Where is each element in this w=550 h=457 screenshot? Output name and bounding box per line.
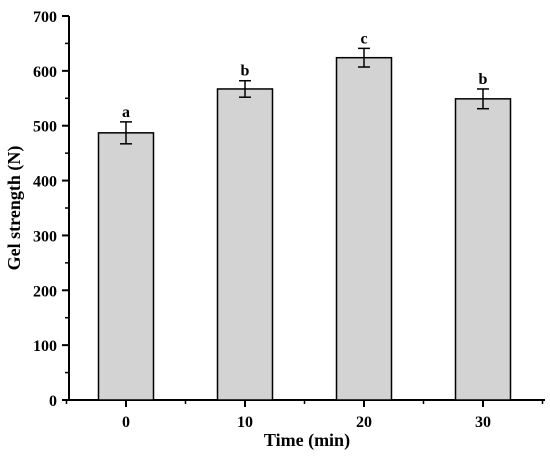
significance-label: b: [241, 63, 250, 80]
y-tick-label: 700: [33, 9, 57, 26]
bar-10: [216, 88, 274, 401]
y-tick-label: 500: [33, 119, 57, 136]
y-tick-label: 0: [49, 393, 57, 410]
x-tick-label: 10: [237, 414, 253, 431]
bar-0: [97, 132, 155, 401]
y-tick-label: 100: [33, 338, 57, 355]
x-tick-label: 30: [475, 414, 491, 431]
significance-label: c: [360, 30, 367, 47]
plot-area: 0 100 200 300 400 500 600 700 0 10 20 30 a b c b: [33, 9, 545, 431]
significance-labels: a b c b: [122, 30, 488, 121]
bar-20: [335, 56, 393, 401]
bar-30: [454, 98, 512, 401]
bars: [97, 56, 512, 401]
x-tick-label: 20: [356, 414, 372, 431]
x-axis-title: Time (min): [264, 430, 350, 451]
error-bars: [120, 47, 489, 145]
x-ticks: 0 10 20 30: [65, 400, 544, 431]
x-tick-label: 0: [122, 414, 130, 431]
y-tick-label: 600: [33, 64, 57, 81]
y-tick-label: 300: [33, 228, 57, 245]
y-tick-label: 400: [33, 174, 57, 191]
y-ticks: 0 100 200 300 400 500 600 700: [33, 9, 69, 410]
y-tick-label: 200: [33, 283, 57, 300]
y-axis-title: Gel strength (N): [4, 146, 25, 271]
significance-label: b: [479, 71, 488, 88]
significance-label: a: [122, 104, 130, 121]
